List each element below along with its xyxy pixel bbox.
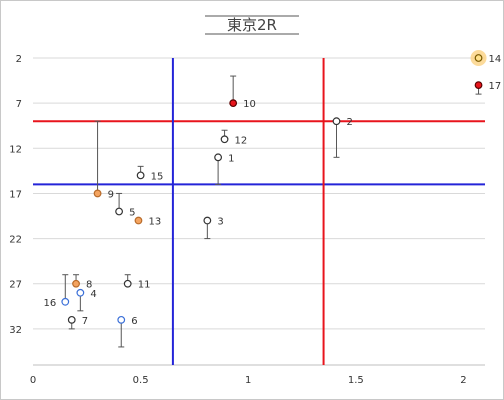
- x-tick-labels: 0 0.5 1 1.5 2: [30, 375, 467, 386]
- data-label-12: 12: [235, 135, 248, 146]
- y-tick-label: 17: [9, 189, 22, 200]
- y-tick-label: 32: [9, 325, 22, 336]
- data-label-5: 5: [129, 208, 135, 219]
- data-label-3: 3: [217, 217, 223, 228]
- x-tick-label: 0: [30, 375, 36, 386]
- data-point-13: [134, 216, 143, 225]
- data-point-14: [474, 54, 483, 62]
- data-point-8: [72, 279, 80, 288]
- data-label-14: 14: [489, 54, 502, 65]
- data-point-4: [76, 288, 85, 297]
- x-tick-label: 2: [460, 375, 466, 386]
- y-tick-label: 2: [16, 54, 22, 65]
- data-point-11: [123, 279, 132, 288]
- data-label-9: 9: [108, 189, 114, 200]
- y-tick-label: 22: [9, 235, 22, 246]
- data-point-10: [229, 99, 238, 108]
- error-bars: [62, 75, 482, 348]
- data-label-6: 6: [131, 316, 137, 327]
- data-point-16: [61, 297, 70, 306]
- y-tick-label: 7: [16, 99, 22, 110]
- data-label-15: 15: [151, 171, 164, 182]
- y-tick-label: 12: [9, 144, 22, 155]
- reference-lines: [33, 58, 485, 365]
- chart-title: 東京2R: [227, 16, 277, 34]
- data-label-2: 2: [346, 117, 352, 128]
- x-tick-label: 1: [245, 375, 251, 386]
- data-point-7: [67, 315, 76, 324]
- data-point-6: [117, 315, 126, 324]
- data-point-15: [136, 171, 145, 180]
- data-label-13: 13: [148, 217, 161, 228]
- x-tick-label: 1.5: [348, 375, 364, 386]
- y-tick-label: 27: [9, 280, 22, 291]
- data-label-10: 10: [243, 99, 256, 110]
- data-label-16: 16: [44, 298, 57, 309]
- data-point-12: [220, 135, 229, 144]
- data-point-9: [93, 189, 102, 198]
- gridlines: [33, 57, 485, 330]
- data-point-17: [474, 81, 483, 89]
- data-point-3: [203, 216, 212, 225]
- data-label-8: 8: [86, 280, 92, 291]
- data-label-7: 7: [82, 316, 88, 327]
- chart-title-group: 東京2R: [205, 15, 299, 35]
- data-points: [61, 50, 487, 324]
- data-point-1: [214, 153, 223, 162]
- data-label-11: 11: [138, 280, 151, 291]
- data-label-1: 1: [228, 153, 234, 164]
- data-label-17: 17: [489, 81, 502, 92]
- data-point-2: [332, 117, 341, 126]
- data-label-4: 4: [90, 289, 96, 300]
- data-point-5: [115, 207, 123, 216]
- x-tick-label: 0.5: [133, 375, 149, 386]
